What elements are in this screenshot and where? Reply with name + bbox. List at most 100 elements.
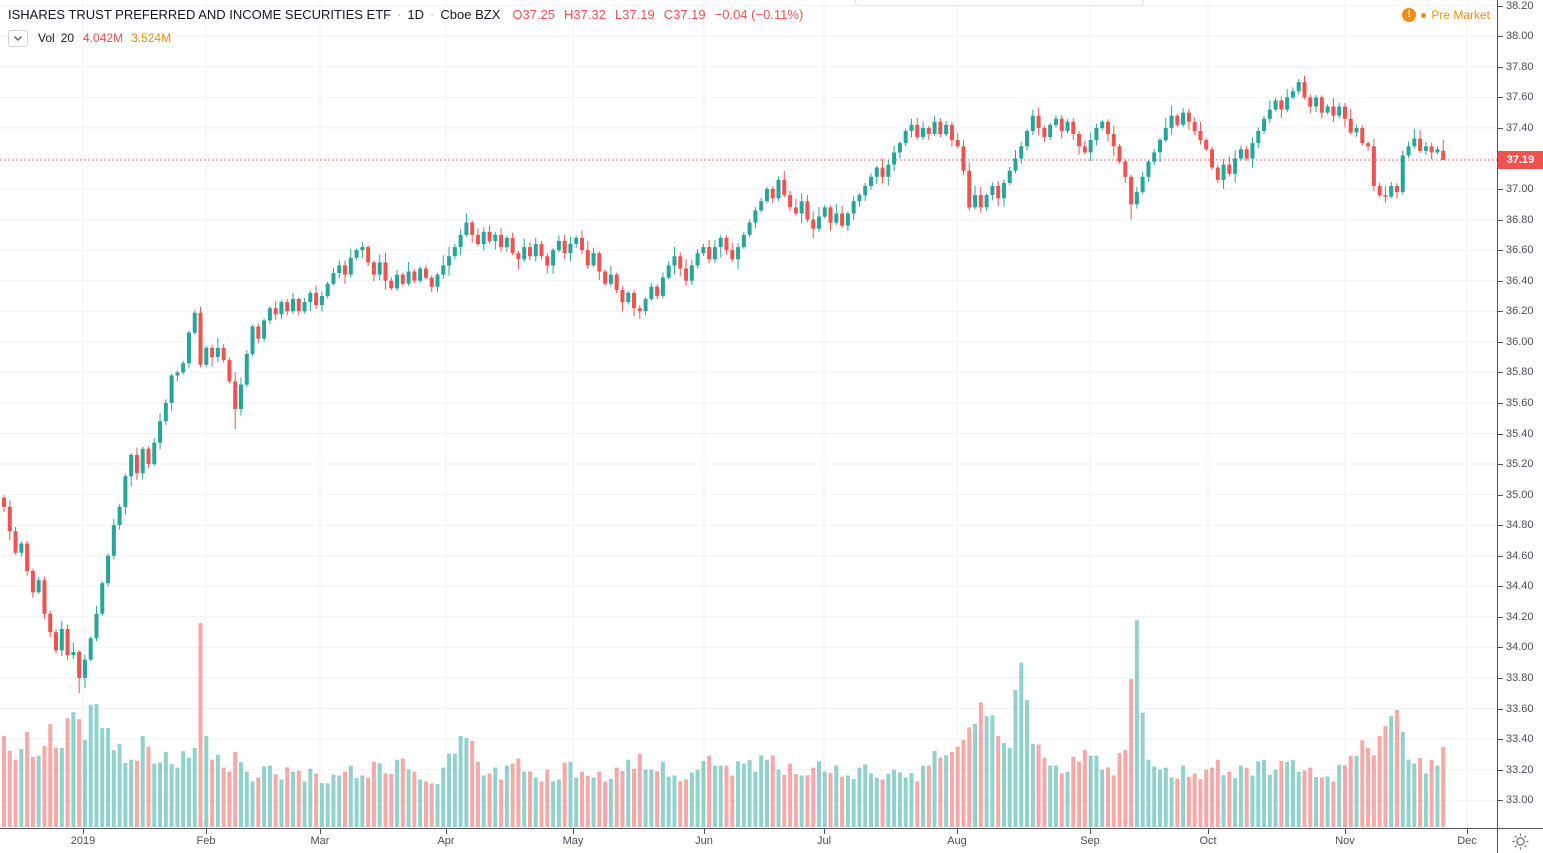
symbol-description: ISHARES TRUST PREFERRED AND INCOME SECUR… <box>8 7 392 22</box>
open-value: O37.25 <box>512 7 556 22</box>
session-status-dot-icon <box>1421 12 1427 18</box>
price-axis-tick <box>1498 372 1503 374</box>
price-axis-label: 34.80 <box>1506 519 1534 532</box>
floating-toolbar-edge <box>855 0 1144 6</box>
time-axis-label: Oct <box>1199 835 1217 847</box>
ohlc-values: O37.25 H37.32 L37.19 C37.19 −0.04 (−0.11… <box>512 7 803 22</box>
price-axis-label: 38.00 <box>1506 30 1534 43</box>
price-axis-tick <box>1498 769 1503 771</box>
price-axis-tick <box>1498 525 1503 527</box>
pre-market-badge[interactable]: ! Pre Market <box>1402 8 1490 22</box>
price-axis-tick <box>1498 402 1503 404</box>
time-axis-label: 2019 <box>70 835 96 847</box>
price-axis-label: 36.40 <box>1506 274 1534 287</box>
price-axis-tick <box>1498 341 1503 343</box>
time-axis-label: Feb <box>196 835 216 847</box>
time-axis[interactable]: 2019 Feb Mar Apr May Jun Jul Aug Sep Oct Nov Dec <box>0 828 1497 853</box>
time-axis-label: Jul <box>816 835 832 847</box>
time-axis-tick <box>1090 829 1091 834</box>
price-axis-tick <box>1498 127 1503 129</box>
price-axis-label: 37.00 <box>1506 183 1534 195</box>
time-axis-label: May <box>562 835 584 847</box>
time-axis-tick <box>957 829 958 834</box>
price-axis-tick <box>1498 97 1503 99</box>
price-axis-label: 34.40 <box>1506 580 1534 593</box>
chart-canvas[interactable] <box>0 0 1497 828</box>
price-axis-tick <box>1498 311 1503 313</box>
time-axis-tick <box>824 829 825 834</box>
price-axis-label: 33.80 <box>1506 671 1534 684</box>
price-axis-label: 37.60 <box>1506 91 1534 104</box>
time-axis-tick <box>320 829 321 834</box>
price-axis-tick <box>1498 5 1503 7</box>
time-axis-label: Nov <box>1335 835 1355 847</box>
time-axis-label: Mar <box>310 835 330 847</box>
price-axis-label: 34.60 <box>1506 549 1534 562</box>
price-axis-tick <box>1498 555 1503 557</box>
time-axis-tick <box>206 829 207 834</box>
volume-study-legend: Vol 20 4.042M 3.524M <box>8 29 171 47</box>
time-axis-tick <box>83 829 84 834</box>
price-axis-label: 33.40 <box>1506 733 1534 745</box>
symbol-legend-title[interactable]: ISHARES TRUST PREFERRED AND INCOME SECUR… <box>8 7 803 22</box>
price-axis-label: 35.40 <box>1506 427 1534 440</box>
price-axis-label: 36.80 <box>1506 213 1534 226</box>
separator-dot: · <box>430 7 435 22</box>
sun-session-icon <box>1512 833 1529 849</box>
price-axis-label: 33.20 <box>1506 763 1534 776</box>
exclamation-icon: ! <box>1402 8 1417 22</box>
time-axis-tick <box>1208 829 1209 834</box>
chevron-down-icon <box>14 35 22 41</box>
price-axis-label: 37.40 <box>1506 121 1534 134</box>
price-axis-label: 33.60 <box>1506 702 1534 715</box>
time-axis-label: Aug <box>947 835 967 847</box>
candles-layer <box>2 75 1446 694</box>
pre-market-label: Pre Market <box>1431 8 1490 22</box>
price-axis-tick <box>1498 739 1503 740</box>
low-value: L37.19 <box>614 7 655 22</box>
volume-ma-length: 20 <box>60 31 75 45</box>
change-value: −0.04 (−0.11%) <box>714 7 804 22</box>
price-axis-label: 34.00 <box>1506 641 1534 654</box>
price-axis-label: 36.60 <box>1506 244 1534 257</box>
price-axis-tick <box>1498 219 1503 221</box>
price-axis-tick <box>1498 677 1503 679</box>
legend-collapse-button[interactable] <box>8 29 28 47</box>
time-axis-tick <box>573 829 574 834</box>
price-axis-label: 35.60 <box>1506 396 1534 409</box>
axis-settings-corner[interactable] <box>1497 828 1543 853</box>
separator-dot: · <box>397 7 402 22</box>
price-axis-tick <box>1498 494 1503 496</box>
time-axis-tick <box>1467 829 1468 834</box>
price-axis[interactable]: 38.2038.0037.8037.6037.4037.2037.0036.80… <box>1497 0 1543 828</box>
price-axis-tick <box>1498 464 1503 465</box>
time-axis-label: Apr <box>437 835 455 847</box>
interval-label[interactable]: 1D <box>407 7 425 22</box>
price-axis-tick <box>1498 250 1503 252</box>
time-axis-label: Sep <box>1080 835 1100 847</box>
price-axis-tick <box>1498 647 1503 649</box>
time-axis-tick <box>1345 829 1346 834</box>
time-axis-label: Jun <box>695 835 713 847</box>
time-axis-tick <box>704 829 705 834</box>
price-axis-label: 34.20 <box>1506 610 1534 623</box>
price-axis-label: 36.00 <box>1506 335 1534 348</box>
last-price-flag: 37.19 <box>1498 151 1543 169</box>
price-axis-tick <box>1498 280 1503 282</box>
volume-study-name: Vol <box>38 31 55 45</box>
price-axis-tick <box>1498 433 1503 435</box>
price-axis-tick <box>1498 36 1503 38</box>
price-axis-tick <box>1498 189 1503 190</box>
price-axis-tick <box>1498 66 1503 68</box>
price-axis-label: 35.20 <box>1506 458 1534 470</box>
time-axis-tick <box>446 829 447 834</box>
exchange-label: Cboe BZX <box>440 7 501 22</box>
volume-bars-layer <box>2 620 1446 827</box>
price-axis-tick <box>1498 708 1503 710</box>
price-axis-tick <box>1498 586 1503 588</box>
close-value: C37.19 <box>663 7 706 22</box>
price-axis-label: 33.00 <box>1506 794 1534 807</box>
grid-layer <box>0 0 1497 828</box>
volume-current-value: 4.042M <box>83 31 124 45</box>
